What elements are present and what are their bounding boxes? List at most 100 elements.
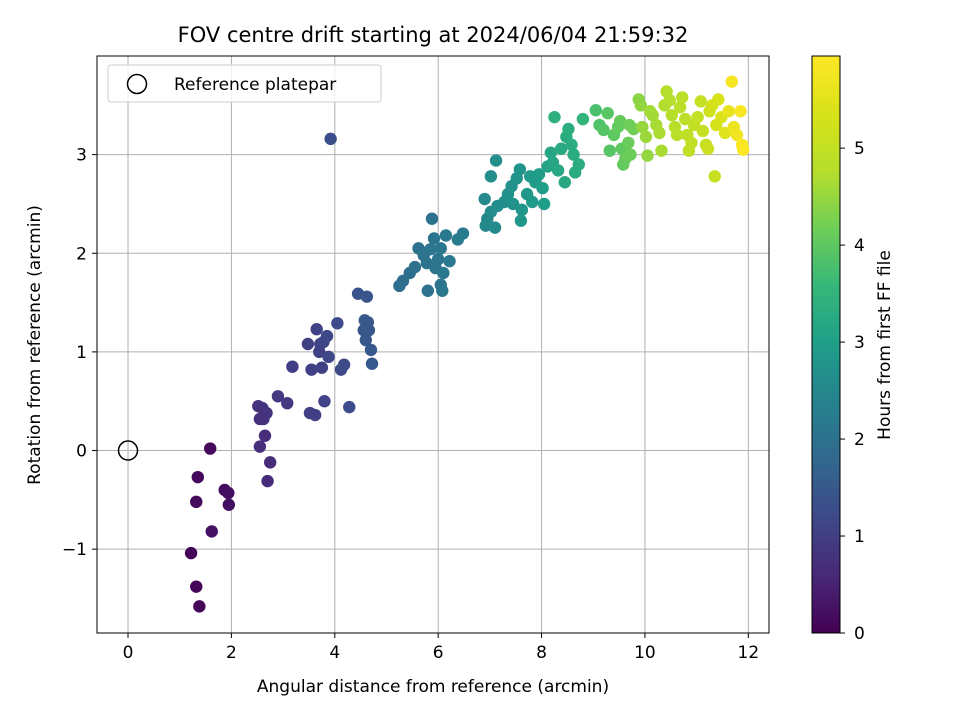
data-point <box>318 395 331 408</box>
data-point <box>567 148 580 161</box>
chart-title: FOV centre drift starting at 2024/06/04 … <box>178 23 689 47</box>
data-point <box>484 170 498 183</box>
data-point <box>696 124 710 138</box>
data-point <box>554 142 568 155</box>
data-point <box>613 114 627 128</box>
data-point <box>722 105 735 118</box>
data-point <box>193 600 206 613</box>
data-point <box>427 232 441 245</box>
data-point <box>734 105 747 118</box>
x-axis-label: Angular distance from reference (arcmin) <box>257 677 609 697</box>
data-point <box>532 168 546 181</box>
data-point <box>310 323 323 336</box>
data-point <box>663 94 676 107</box>
data-point <box>271 390 285 403</box>
data-point <box>634 99 648 112</box>
data-point <box>305 363 318 376</box>
data-point <box>548 110 561 124</box>
data-point <box>624 148 637 161</box>
data-point <box>679 112 692 126</box>
data-point <box>526 195 539 209</box>
y-axis-label: Rotation from reference (arcmin) <box>25 205 45 485</box>
legend: Reference platepar <box>107 64 382 103</box>
data-point <box>421 284 435 297</box>
data-point <box>301 337 315 351</box>
colorbar-label: Hours from first FF file <box>875 250 895 440</box>
colorbar: Hours from first FF file 0 1 2 3 4 5 <box>811 55 895 644</box>
data-point <box>572 158 585 171</box>
colorbar-tick-label: 0 <box>854 624 865 644</box>
data-point <box>718 126 732 140</box>
data-point <box>365 357 379 370</box>
data-point <box>641 149 654 162</box>
data-point <box>478 192 491 206</box>
data-point <box>589 104 603 117</box>
colorbar-tick-label: 2 <box>854 430 865 450</box>
reference-platepar-marker <box>117 440 139 461</box>
y-tick-label: 0 <box>76 442 87 462</box>
data-point <box>725 75 738 88</box>
data-point <box>443 254 456 268</box>
data-point <box>515 203 529 217</box>
data-point <box>261 474 274 488</box>
x-tick-label: 10 <box>634 643 656 663</box>
data-point <box>204 442 217 455</box>
data-point <box>408 260 422 274</box>
data-point <box>364 343 378 357</box>
data-point <box>337 358 351 371</box>
data-point <box>694 95 707 108</box>
colorbar-tick-label: 3 <box>854 333 865 353</box>
data-point <box>343 400 356 414</box>
data-point <box>601 107 614 120</box>
data-point <box>184 546 198 560</box>
legend-box <box>107 64 382 103</box>
x-tick-label: 2 <box>226 643 237 663</box>
x-tick-label: 4 <box>329 643 340 663</box>
data-point <box>565 138 578 151</box>
data-point <box>437 266 450 280</box>
data-point <box>712 93 725 106</box>
data-point <box>424 243 437 256</box>
data-point <box>315 361 329 374</box>
data-point <box>636 120 649 134</box>
data-point <box>253 440 267 453</box>
data-point <box>551 164 565 177</box>
data-point <box>222 498 236 511</box>
data-point <box>456 227 470 240</box>
data-point <box>655 144 668 157</box>
data-point <box>436 284 449 297</box>
data-point <box>488 221 502 234</box>
data-point <box>665 108 679 122</box>
data-point <box>506 197 520 211</box>
data-point <box>646 108 659 122</box>
data-point <box>362 323 376 337</box>
data-point <box>257 412 270 426</box>
plot-background <box>97 56 769 633</box>
data-point <box>576 112 590 126</box>
data-point <box>536 181 549 195</box>
data-point <box>281 396 294 410</box>
data-point <box>489 154 503 167</box>
data-point <box>558 176 572 189</box>
data-point <box>701 142 715 155</box>
x-tick-label: 6 <box>433 643 444 663</box>
data-point <box>673 101 687 114</box>
data-point <box>331 317 344 330</box>
data-point <box>685 136 698 149</box>
colorbar-tick-label: 4 <box>854 236 865 256</box>
data-point <box>431 252 445 266</box>
data-point <box>675 91 689 104</box>
data-point <box>603 144 616 157</box>
y-tick-label: −1 <box>62 540 87 560</box>
data-point <box>736 143 750 156</box>
data-point <box>639 130 653 144</box>
data-point <box>359 333 372 347</box>
data-point <box>514 214 528 227</box>
legend-label-reference: Reference platepar <box>174 75 336 95</box>
data-point <box>190 495 203 509</box>
y-tick-label: 2 <box>76 244 87 264</box>
y-tick-label: 3 <box>76 146 87 166</box>
plot-frame <box>96 55 770 634</box>
